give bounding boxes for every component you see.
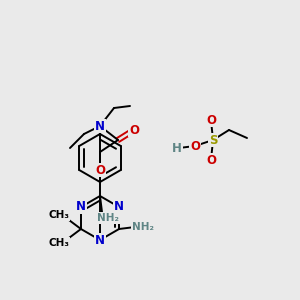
Text: O: O <box>206 154 216 166</box>
Text: CH₃: CH₃ <box>48 210 69 220</box>
Text: O: O <box>129 124 139 136</box>
Text: N: N <box>76 200 86 214</box>
Text: O: O <box>190 140 200 152</box>
Text: N: N <box>95 119 105 133</box>
Text: N: N <box>95 233 105 247</box>
Text: NH₂: NH₂ <box>132 222 154 232</box>
Text: CH₃: CH₃ <box>48 238 69 248</box>
Text: O: O <box>95 164 105 176</box>
Text: O: O <box>206 113 216 127</box>
Text: N: N <box>114 200 124 214</box>
Text: NH₂: NH₂ <box>97 213 119 223</box>
Text: H: H <box>172 142 182 154</box>
Text: S: S <box>209 134 217 146</box>
